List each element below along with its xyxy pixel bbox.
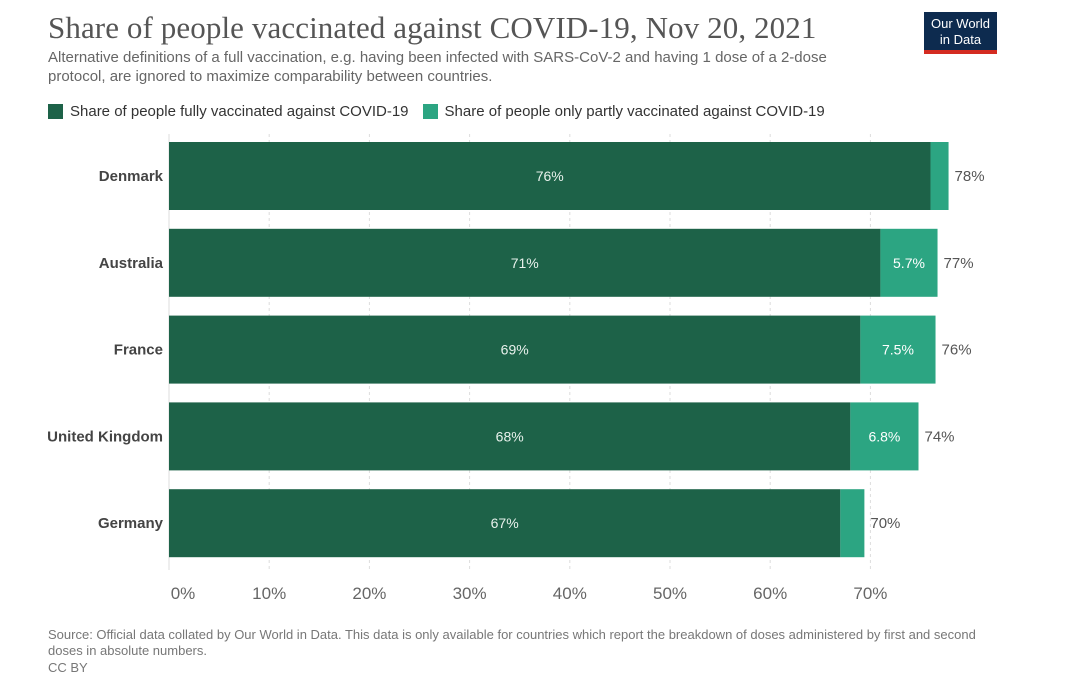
chart-legend: Share of people fully vaccinated against… bbox=[48, 103, 839, 120]
category-label: Denmark bbox=[99, 168, 164, 185]
category-label: France bbox=[114, 342, 163, 359]
bar-total-label: 77% bbox=[944, 255, 974, 272]
bar-label-fully: 69% bbox=[501, 342, 529, 358]
bar-total-label: 76% bbox=[942, 342, 972, 359]
category-label: United Kingdom bbox=[47, 428, 163, 445]
bar-row[interactable]: Australia 71% 5.7% 77% bbox=[99, 228, 974, 297]
legend-swatch-partly bbox=[422, 104, 438, 119]
chart-subtitle: Alternative definitions of a full vaccin… bbox=[48, 49, 827, 85]
bar-total-label: 74% bbox=[924, 428, 954, 445]
bar-label-fully: 67% bbox=[491, 515, 519, 531]
bar-fully[interactable] bbox=[169, 228, 881, 297]
legend-label-partly: Share of people only partly vaccinated a… bbox=[444, 103, 825, 120]
source-note: Source: Official data collated by Our Wo… bbox=[48, 627, 976, 658]
bar-total-label: 78% bbox=[955, 168, 985, 185]
x-tick-label: 50% bbox=[653, 584, 687, 603]
bar-fully[interactable] bbox=[169, 315, 861, 384]
bar-fully[interactable] bbox=[169, 142, 931, 210]
bar-partly[interactable] bbox=[860, 315, 936, 384]
bar-label-partly: 7.5% bbox=[882, 342, 914, 358]
bar-chart: Denmark 76% 78% Australia 71% 5.7% 77% France 69… bbox=[47, 134, 985, 603]
category-label: Germany bbox=[98, 515, 164, 532]
owid-logo[interactable]: Our World in Data bbox=[924, 12, 997, 54]
legend-item-partly[interactable]: Share of people only partly vaccinated a… bbox=[422, 103, 825, 120]
license-link[interactable]: CC BY bbox=[48, 660, 88, 675]
bar-label-fully: 68% bbox=[496, 428, 524, 444]
x-tick-label: 30% bbox=[453, 584, 487, 603]
legend-swatch-fully bbox=[48, 104, 63, 119]
x-tick-label: 70% bbox=[853, 584, 887, 603]
x-tick-label: 10% bbox=[252, 584, 286, 603]
bar-partly[interactable] bbox=[880, 228, 938, 297]
bar-fully[interactable] bbox=[169, 402, 851, 471]
bars: Denmark 76% 78% Australia 71% 5.7% 77% France 69… bbox=[47, 142, 985, 558]
logo-line-2: in Data bbox=[939, 32, 982, 47]
bar-row[interactable]: Denmark 76% 78% bbox=[99, 142, 985, 210]
bar-label-partly: 5.7% bbox=[893, 255, 925, 271]
bar-row[interactable]: France 69% 7.5% 76% bbox=[114, 315, 972, 384]
bar-partly[interactable] bbox=[840, 489, 865, 558]
x-tick-label: 40% bbox=[553, 584, 587, 603]
bar-fully[interactable] bbox=[169, 489, 841, 558]
x-tick-label: 60% bbox=[753, 584, 787, 603]
chart-title: Share of people vaccinated against COVID… bbox=[48, 10, 817, 45]
legend-item-fully[interactable]: Share of people fully vaccinated against… bbox=[48, 103, 409, 120]
bar-row[interactable]: United Kingdom 68% 6.8% 74% bbox=[47, 402, 955, 471]
bar-total-label: 70% bbox=[870, 515, 900, 532]
legend-label-fully: Share of people fully vaccinated against… bbox=[70, 103, 409, 120]
x-tick-label: 20% bbox=[352, 584, 386, 603]
bar-label-fully: 76% bbox=[536, 168, 564, 184]
x-axis-ticks: 0% 10% 20% 30% 40% 50% 60% 70% bbox=[171, 584, 888, 603]
bar-label-partly: 6.8% bbox=[868, 428, 900, 444]
bar-partly[interactable] bbox=[930, 142, 949, 210]
bar-partly[interactable] bbox=[850, 402, 919, 471]
logo-line-1: Our World bbox=[931, 16, 990, 31]
bar-row[interactable]: Germany 67% 70% bbox=[98, 489, 900, 558]
x-tick-label: 0% bbox=[171, 584, 196, 603]
category-label: Australia bbox=[99, 255, 164, 272]
bar-label-fully: 71% bbox=[511, 255, 539, 271]
